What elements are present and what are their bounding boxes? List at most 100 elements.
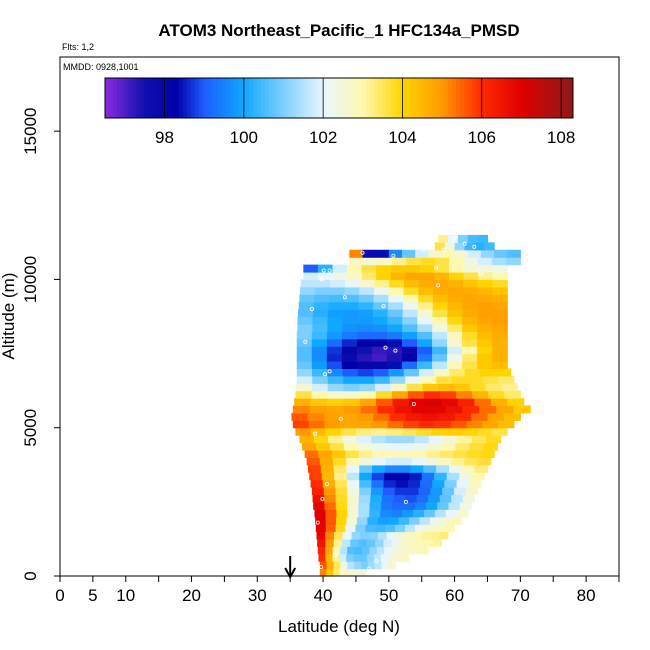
heatmap-cell xyxy=(353,553,361,562)
heatmap-cell xyxy=(454,249,469,258)
heatmap-cell xyxy=(371,420,389,429)
heatmap-cell xyxy=(462,346,478,355)
colorbar-swatch xyxy=(502,78,508,118)
heatmap-cell xyxy=(393,494,406,503)
heatmap-cell xyxy=(325,531,335,540)
colorbar-swatch xyxy=(378,78,383,118)
heatmap-cell xyxy=(381,561,390,570)
colorbar-swatch xyxy=(264,78,270,118)
heatmap-cell xyxy=(434,420,452,429)
colorbar-swatch xyxy=(518,78,523,118)
heatmap-cell xyxy=(302,442,317,451)
heatmap-cell xyxy=(325,524,337,533)
colorbar-tick-label: 106 xyxy=(468,128,496,147)
colorbar-swatch xyxy=(354,78,359,118)
heatmap-cell xyxy=(309,472,323,481)
heatmap-cell xyxy=(492,353,508,362)
heatmap-cell xyxy=(346,464,360,473)
heatmap-cell xyxy=(367,516,379,525)
heatmap-cell xyxy=(366,538,376,547)
heatmap-cell xyxy=(438,457,452,466)
heatmap-cell xyxy=(434,257,450,266)
heatmap-cell xyxy=(296,346,313,355)
x-tick-label: 20 xyxy=(182,586,201,605)
heatmap-cell xyxy=(498,375,515,384)
colorbar-swatch xyxy=(108,78,114,118)
heatmap-cell xyxy=(386,353,403,362)
heatmap-cell xyxy=(356,338,373,347)
heatmap-cell xyxy=(432,316,448,325)
colorbar-swatch xyxy=(276,78,281,118)
heatmap-cell xyxy=(311,360,328,369)
colorbar-swatch xyxy=(319,78,324,118)
heatmap-cell xyxy=(439,531,449,540)
heatmap-cell xyxy=(372,323,388,332)
colorbar: 98 100 102 104 106 108 xyxy=(104,77,575,147)
heatmap-cell xyxy=(464,242,475,251)
heatmap-cell xyxy=(477,234,489,243)
sample-point xyxy=(338,416,343,421)
heatmap-cell xyxy=(432,331,448,340)
heatmap-cell xyxy=(462,360,478,369)
colorbar-swatch xyxy=(358,78,363,118)
heatmap-cell xyxy=(403,279,420,288)
heatmap-cell xyxy=(359,487,372,496)
heatmap-cell xyxy=(343,294,360,303)
colorbar-swatch xyxy=(537,78,543,118)
heatmap-cell xyxy=(385,442,401,451)
heatmap-cell xyxy=(328,301,344,310)
heatmap-cell xyxy=(342,531,353,540)
heatmap-cell xyxy=(357,323,373,332)
colorbar-swatch xyxy=(514,78,519,118)
heatmap-cell xyxy=(371,442,387,451)
colorbar-swatch xyxy=(370,78,375,118)
heatmap-cell xyxy=(369,531,379,540)
heatmap-cell xyxy=(356,331,373,340)
heatmap-cell xyxy=(477,316,493,325)
heatmap-cell xyxy=(442,487,455,496)
heatmap-cell xyxy=(371,338,388,347)
heatmap-cell xyxy=(471,435,487,444)
colorbar-swatch xyxy=(557,78,562,118)
colorbar-swatch xyxy=(210,78,215,118)
heatmap-cell xyxy=(462,494,475,503)
colorbar-tick-label: 108 xyxy=(547,128,575,147)
heatmap-cell xyxy=(371,331,388,340)
sample-point xyxy=(332,553,337,558)
colorbar-swatch xyxy=(218,78,223,118)
colorbar-swatch xyxy=(105,78,110,118)
heatmap-cell xyxy=(371,479,385,488)
heatmap-cell xyxy=(386,338,403,347)
sample-point xyxy=(327,268,332,273)
heatmap-cell xyxy=(423,509,436,518)
heatmap-cell xyxy=(467,249,482,258)
heatmap-cell xyxy=(492,309,508,318)
heatmap-cell xyxy=(444,479,458,488)
heatmap-cell xyxy=(477,257,493,266)
heatmap-cell xyxy=(448,264,465,273)
colorbar-swatch xyxy=(331,78,336,118)
heatmap-cell xyxy=(319,568,327,577)
y-tick-label: 15000 xyxy=(21,108,40,155)
heatmap-cell xyxy=(371,435,387,444)
colorbar-swatch xyxy=(144,78,149,118)
heatmap-cell xyxy=(430,531,440,540)
heatmap-cell xyxy=(339,568,347,577)
heatmap-cell xyxy=(374,286,390,295)
heatmap-cell xyxy=(360,553,368,562)
colorbar-swatch xyxy=(272,78,278,118)
heatmap-cell xyxy=(351,531,361,540)
heatmap-cell xyxy=(424,524,436,533)
heatmap-cell xyxy=(403,294,419,303)
sample-point xyxy=(367,566,372,571)
heatmap-cell xyxy=(405,412,423,421)
heatmap-cell xyxy=(431,427,448,436)
heatmap-cell xyxy=(371,353,388,362)
colorbar-swatch xyxy=(424,78,430,118)
heatmap-cell xyxy=(365,524,376,533)
sample-point xyxy=(403,499,408,504)
heatmap-cell xyxy=(438,234,449,243)
heatmap-cell xyxy=(432,301,449,310)
heatmap-cell xyxy=(401,346,418,355)
heatmap-cell xyxy=(492,338,508,347)
